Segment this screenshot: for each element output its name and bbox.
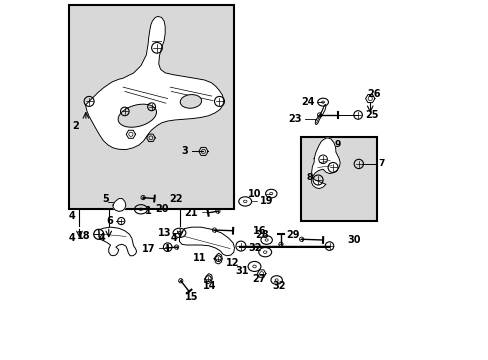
Text: 32: 32	[247, 243, 261, 253]
Polygon shape	[204, 274, 212, 284]
Text: 26: 26	[366, 89, 380, 99]
Text: 10: 10	[247, 189, 261, 199]
Text: 13: 13	[158, 228, 171, 238]
Text: 28: 28	[254, 230, 268, 240]
Text: 4: 4	[69, 211, 76, 221]
Text: 29: 29	[286, 230, 300, 240]
Text: 3: 3	[181, 147, 188, 157]
Ellipse shape	[180, 95, 201, 108]
Polygon shape	[179, 227, 234, 256]
Text: 4: 4	[98, 233, 105, 243]
Text: 7: 7	[378, 159, 385, 168]
Text: 5: 5	[102, 194, 109, 203]
Text: 15: 15	[184, 292, 198, 302]
Text: 24: 24	[301, 97, 315, 107]
Text: 19: 19	[259, 197, 272, 206]
Polygon shape	[214, 253, 222, 264]
Ellipse shape	[118, 104, 156, 127]
Bar	[300, 137, 376, 221]
Polygon shape	[85, 17, 224, 150]
Text: 4: 4	[69, 233, 76, 243]
Text: 17: 17	[142, 244, 156, 253]
Polygon shape	[113, 199, 125, 211]
Polygon shape	[99, 227, 136, 256]
Text: 32: 32	[272, 281, 285, 291]
Text: 31: 31	[235, 266, 248, 276]
Text: 16: 16	[253, 226, 266, 236]
Text: 4: 4	[170, 233, 177, 243]
Text: 27: 27	[251, 274, 265, 284]
Text: 11: 11	[193, 253, 206, 263]
Text: 22: 22	[168, 194, 182, 203]
Text: 1: 1	[145, 206, 152, 216]
Polygon shape	[311, 138, 340, 189]
Text: 6: 6	[106, 216, 113, 226]
Text: 23: 23	[287, 113, 301, 123]
Polygon shape	[315, 104, 325, 125]
Text: 9: 9	[334, 140, 341, 149]
Text: 12: 12	[225, 258, 239, 268]
Text: 30: 30	[346, 235, 360, 245]
Text: 8: 8	[306, 173, 312, 182]
Text: 25: 25	[365, 110, 378, 120]
Bar	[69, 5, 233, 208]
Text: 14: 14	[203, 282, 216, 292]
Text: 2: 2	[72, 121, 79, 131]
Text: 20: 20	[155, 204, 168, 214]
Text: 18: 18	[77, 231, 91, 242]
Text: 21: 21	[184, 208, 198, 218]
